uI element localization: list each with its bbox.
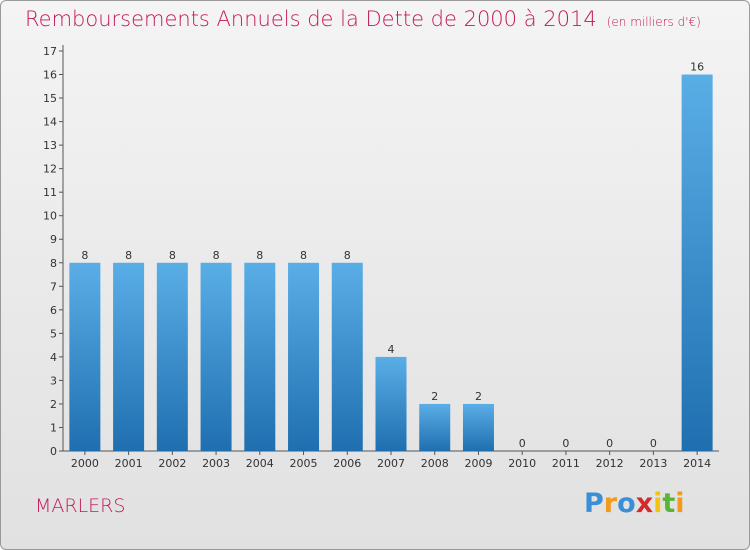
data-label-2005: 8 [300,249,307,262]
x-tick-label-2011: 2011 [552,457,580,470]
y-tick-label: 9 [50,233,57,246]
y-tick-label: 7 [50,280,57,293]
logo-letter: r [603,488,618,519]
data-label-2014: 16 [690,61,704,74]
x-tick-label-2005: 2005 [290,457,318,470]
chart-data-labels: 8 8 8 8 8 8 8 4 2 2 0 0 0 0 16 [81,61,704,450]
logo-letter: o [617,488,636,519]
y-tick-label: 17 [43,45,57,58]
y-tick-label: 13 [43,139,57,152]
bar-2006 [331,262,363,451]
logo-letter: t [662,488,676,519]
x-tick-label-2002: 2002 [158,457,186,470]
commune-name: MARLERS [35,495,126,517]
data-label-2013: 0 [650,437,657,450]
y-tick-label: 3 [50,374,57,387]
y-tick-label: 6 [50,304,57,317]
data-label-2001: 8 [125,249,132,262]
x-tick-label-2009: 2009 [464,457,492,470]
x-tick-label-2006: 2006 [333,457,361,470]
y-tick-label: 12 [43,163,57,176]
logo-letter: i [675,488,685,519]
x-tick-label-2010: 2010 [508,457,536,470]
y-tick-label: 1 [50,421,57,434]
x-tick-label-2007: 2007 [377,457,405,470]
bar-2007 [375,356,407,451]
x-tick-label-2000: 2000 [71,457,99,470]
x-tick-label-2014: 2014 [683,457,711,470]
data-label-2002: 8 [169,249,176,262]
logo-letter: P [584,488,604,519]
y-tick-label: 0 [50,445,57,458]
data-label-2003: 8 [213,249,220,262]
data-label-2011: 0 [562,437,569,450]
bar-2003 [200,262,232,451]
chart-title: Remboursements Annuels de la Dette de 20… [25,7,701,31]
y-tick-label: 10 [43,210,57,223]
bar-2009 [462,403,494,451]
chart-unit: (en milliers d'€) [606,15,701,29]
x-tick-label-2001: 2001 [115,457,143,470]
x-tick-label-2004: 2004 [246,457,274,470]
bar-2002 [156,262,188,451]
bar-2004 [244,262,276,451]
x-tick-label-2003: 2003 [202,457,230,470]
data-label-2008: 2 [431,390,438,403]
x-tick-label-2013: 2013 [639,457,667,470]
chart-bars [69,74,713,451]
logo-letter: x [635,488,654,519]
y-tick-label: 11 [43,186,57,199]
data-label-2009: 2 [475,390,482,403]
y-tick-label: 8 [50,257,57,270]
bar-2005 [288,262,320,451]
data-label-2000: 8 [81,249,88,262]
data-label-2010: 0 [519,437,526,450]
bar-2008 [419,403,451,451]
x-tick-label-2012: 2012 [596,457,624,470]
bar-2000 [69,262,101,451]
chart-title-text: Remboursements Annuels de la Dette de 20… [25,7,597,31]
y-tick-label: 16 [43,69,57,82]
y-tick-label: 5 [50,327,57,340]
data-label-2007: 4 [388,343,395,356]
proxiti-logo: Proxiti [584,488,685,519]
y-tick-label: 14 [43,116,57,129]
data-label-2004: 8 [256,249,263,262]
x-tick-label-2008: 2008 [421,457,449,470]
y-tick-label: 4 [50,351,57,364]
data-label-2006: 8 [344,249,351,262]
data-label-2012: 0 [606,437,613,450]
bar-2001 [113,262,145,451]
logo-letter: i [653,488,663,519]
y-tick-label: 2 [50,398,57,411]
bar-2014 [681,74,713,451]
y-tick-label: 15 [43,92,57,105]
